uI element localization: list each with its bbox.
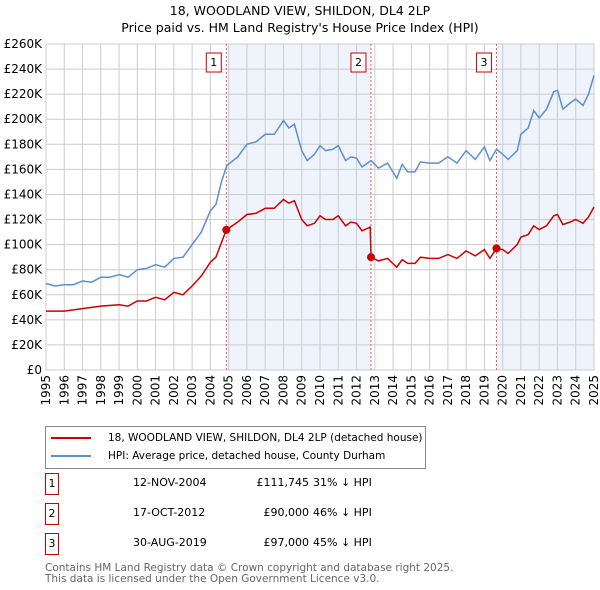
x-tick-label: 2006 [240, 375, 254, 406]
sale-hpi-diff: 45% ↓ HPI [313, 536, 372, 549]
sale-label-box [475, 52, 492, 73]
y-tick-label: £140K [4, 187, 44, 201]
shaded-period [226, 44, 371, 370]
x-tick-label: 2015 [404, 375, 418, 406]
x-tick-label: 2005 [222, 375, 236, 406]
sale-label-box [205, 52, 222, 73]
table-row: 3 30-AUG-2019 £97,000 45% ↓ HPI [45, 533, 600, 555]
x-tick-label: 2017 [441, 375, 455, 406]
x-tick-label: 2011 [331, 375, 345, 406]
sale-marker-number: 1 [45, 473, 59, 495]
legend-item-hpi: HPI: Average price, detached house, Coun… [51, 450, 385, 462]
x-tick-label: 2003 [185, 375, 199, 406]
y-tick-label: £40K [11, 313, 43, 327]
x-tick-label: 2013 [368, 375, 382, 406]
sale-date: 30-AUG-2019 [133, 536, 207, 549]
x-tick-label: 2009 [295, 375, 309, 406]
legend-swatch-red [51, 437, 91, 439]
sale-label: 3 [480, 56, 487, 69]
sale-price: £97,000 [263, 536, 310, 549]
legend: 18, WOODLAND VIEW, SHILDON, DL4 2LP (det… [45, 426, 426, 469]
sale-marker-number: 2 [45, 503, 59, 525]
sale-price: £111,745 [256, 476, 310, 489]
x-tick-label: 2023 [550, 375, 564, 406]
legend-label: HPI: Average price, detached house, Coun… [108, 450, 386, 462]
sale-point [366, 253, 375, 262]
table-row: 1 12-NOV-2004 £111,745 31% ↓ HPI [45, 473, 600, 495]
y-tick-label: £160K [4, 162, 44, 176]
x-tick-label: 1999 [112, 375, 126, 406]
x-tick-label: 2008 [276, 375, 290, 406]
price-chart: £0 £20K £40K £60K £80K £100K £120K £140K £160K £1… [4, 37, 600, 406]
x-tick-label: 2022 [532, 375, 546, 406]
y-tick-label: £240K [4, 62, 44, 76]
x-tick-label: 2007 [258, 375, 272, 406]
y-tick-label: £100K [4, 238, 44, 252]
x-tick-label: 2014 [386, 375, 400, 406]
x-tick-label: 2019 [477, 375, 491, 406]
sale-hpi-diff: 31% ↓ HPI [313, 476, 372, 489]
sale-date: 17-OCT-2012 [133, 506, 206, 519]
table-row: 2 17-OCT-2012 £90,000 46% ↓ HPI [45, 503, 600, 525]
sale-point [492, 244, 501, 253]
sale-label: 2 [355, 56, 362, 69]
x-tick-label: 2001 [149, 375, 163, 406]
y-tick-label: £0 [27, 363, 42, 377]
x-tick-label: 2010 [313, 375, 327, 406]
legend-swatch-blue [51, 455, 91, 457]
y-tick-label: £80K [11, 263, 43, 277]
shaded-period [496, 44, 594, 370]
x-tick-label: 2024 [569, 375, 583, 406]
footer-copyright: Contains HM Land Registry data © Crown c… [45, 562, 454, 574]
x-tick-label: 2012 [350, 375, 364, 406]
x-tick-label: 1996 [57, 375, 71, 406]
y-tick-label: £200K [4, 112, 44, 126]
sale-label: 1 [210, 56, 217, 69]
y-tick-label: £220K [4, 87, 44, 101]
x-tick-label: 2016 [423, 375, 437, 406]
y-tick-label: £60K [11, 288, 43, 302]
x-tick-label: 2000 [130, 375, 144, 406]
sale-point [222, 225, 231, 234]
legend-item-property: 18, WOODLAND VIEW, SHILDON, DL4 2LP (det… [51, 432, 423, 444]
sale-marker-number: 3 [45, 533, 59, 555]
sale-price: £90,000 [263, 506, 310, 519]
hpi-line [45, 75, 595, 287]
sale-hpi-diff: 46% ↓ HPI [313, 506, 372, 519]
x-tick-label: 2004 [203, 375, 217, 406]
sale-label-box [350, 52, 367, 73]
x-tick-label: 2002 [167, 375, 181, 406]
x-tick-label: 1998 [94, 375, 108, 406]
y-tick-label: £180K [4, 137, 44, 151]
footer: Contains HM Land Registry data © Crown c… [45, 563, 453, 585]
footer-licence: This data is licensed under the Open Gov… [45, 573, 380, 585]
y-tick-label: £120K [4, 213, 44, 227]
chart-subtitle: Price paid vs. HM Land Registry's House … [121, 20, 479, 35]
price-paid-line [46, 198, 595, 312]
sale-date: 12-NOV-2004 [133, 476, 207, 489]
x-tick-label: 2018 [459, 375, 473, 406]
legend-label: 18, WOODLAND VIEW, SHILDON, DL4 2LP (det… [108, 432, 423, 444]
x-tick-label: 1997 [76, 375, 90, 406]
y-tick-label: £20K [11, 338, 43, 352]
x-tick-label: 2021 [514, 375, 528, 406]
chart-title: 18, WOODLAND VIEW, SHILDON, DL4 2LP [169, 3, 431, 18]
x-tick-label: 1995 [39, 375, 53, 406]
x-tick-label: 2025 [587, 375, 600, 406]
y-tick-label: £260K [4, 37, 44, 51]
x-tick-label: 2020 [496, 375, 510, 406]
